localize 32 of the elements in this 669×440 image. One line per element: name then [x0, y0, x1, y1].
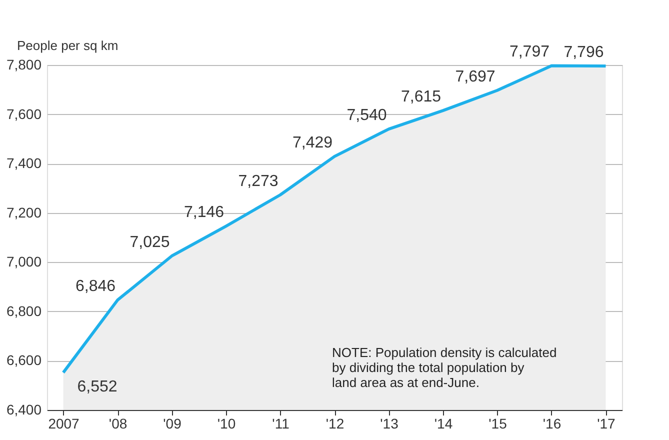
- y-tick-label: 6,600: [6, 352, 42, 368]
- annotation: NOTE: Population density is calculated by dividing the total population by land area as at end-June.: [332, 345, 557, 390]
- y-tick-label: 6,800: [6, 302, 42, 319]
- data-label: 7,273: [238, 172, 278, 190]
- x-tick-label: '11: [272, 416, 290, 432]
- data-label: 7,429: [292, 134, 333, 152]
- data-label: 7,615: [400, 88, 442, 106]
- x-tick-label: '15: [488, 416, 508, 432]
- y-tick-label: 7,600: [6, 106, 42, 122]
- x-tick-label: 2007: [48, 416, 80, 432]
- data-label: 7,540: [346, 107, 387, 124]
- x-tick-label: '09: [163, 416, 182, 432]
- y-tick-label: 7,200: [6, 204, 42, 220]
- data-label: 6,552: [77, 378, 118, 396]
- y-axis-title: People per sq km: [17, 38, 118, 53]
- x-tick-label: '10: [217, 416, 236, 432]
- data-label: 6,846: [75, 278, 116, 296]
- data-label: 7,146: [184, 204, 224, 222]
- data-label: 7,797: [509, 44, 550, 61]
- x-tick-label: '14: [434, 416, 453, 432]
- data-label: 7,025: [130, 234, 170, 251]
- y-tick-label: 7,400: [6, 155, 42, 172]
- y-tick-label: 7,800: [6, 56, 42, 72]
- data-label: 7,697: [455, 68, 496, 86]
- data-label: 7,796: [564, 44, 604, 61]
- x-tick-label: '12: [326, 416, 344, 432]
- x-tick-label: '13: [380, 416, 399, 432]
- x-tick-label: '17: [597, 416, 616, 432]
- x-tick-label: '08: [108, 416, 128, 432]
- y-tick-label: 6,400: [6, 402, 42, 418]
- y-tick-label: 7,000: [6, 254, 42, 270]
- x-tick-label: '16: [542, 416, 562, 432]
